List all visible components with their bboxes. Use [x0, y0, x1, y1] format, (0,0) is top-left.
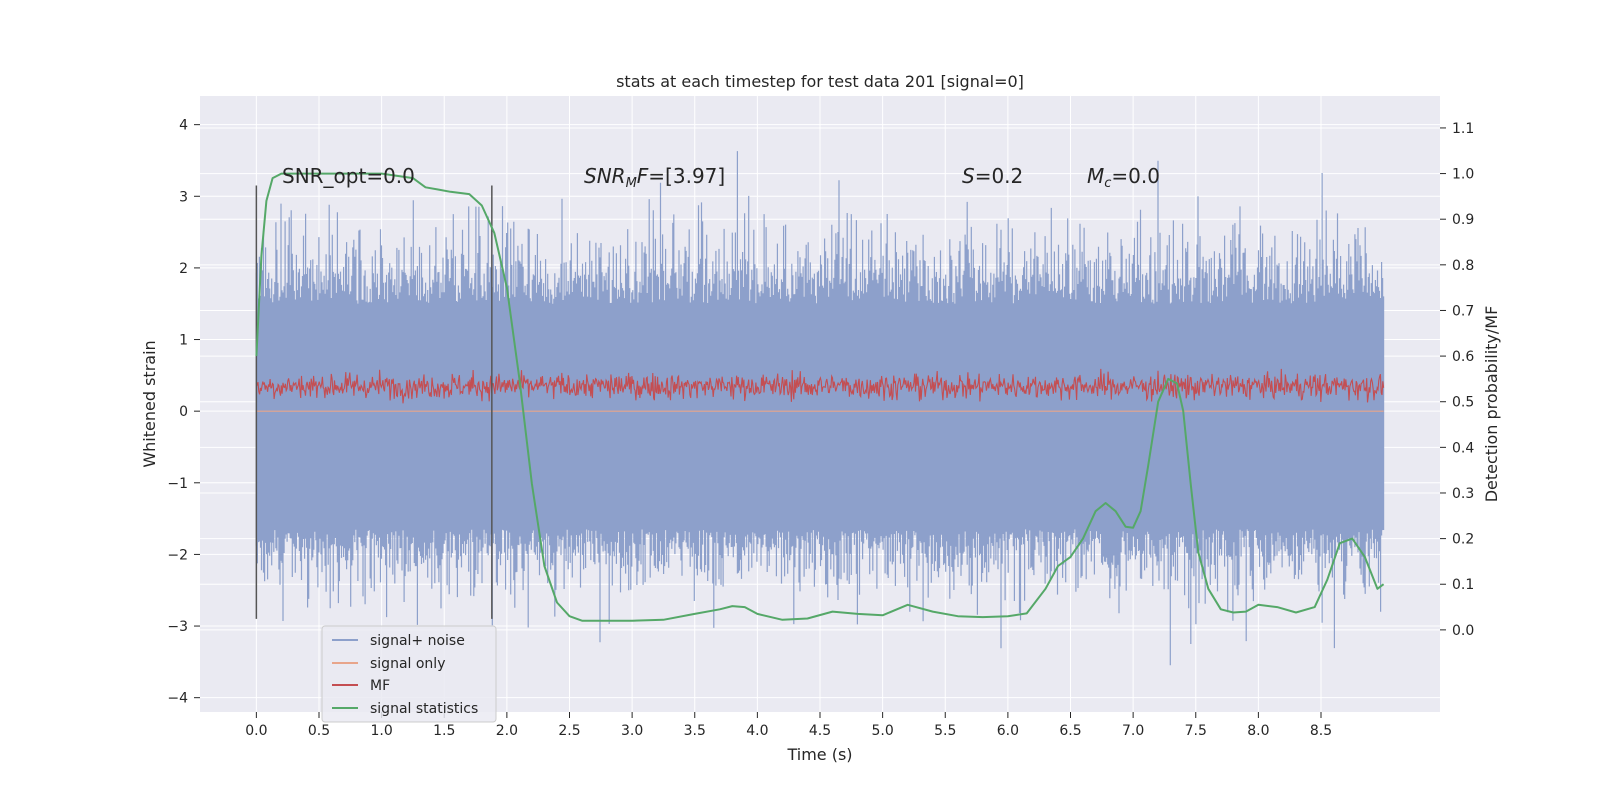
y-right-tick-label: 0.8 [1452, 258, 1474, 274]
x-tick-label: 6.0 [997, 723, 1019, 739]
y-right-tick-label: 0.5 [1452, 395, 1474, 411]
y-left-tick-label: 1 [179, 333, 188, 349]
annotation-mc-sub: c [1104, 176, 1111, 191]
y-left-tick-label: −3 [167, 619, 188, 635]
series-signal-noise [255, 151, 1385, 666]
y-right-tick-label: 0.6 [1452, 349, 1474, 365]
x-tick-label: 8.0 [1247, 723, 1269, 739]
y-right-tick-label: 0.7 [1452, 303, 1474, 319]
y-right-tick-label: 0.0 [1452, 623, 1474, 639]
vertical-markers [255, 185, 493, 619]
legend-label-signal-statistics: signal statistics [370, 701, 478, 717]
y-left-tick-label: 2 [179, 261, 188, 277]
x-tick-label: 5.5 [934, 723, 956, 739]
x-tick-label: 7.0 [1122, 723, 1144, 739]
y-right-tick-label: 1.0 [1452, 167, 1474, 183]
annotation-snr-mf-base: SNR [584, 164, 626, 188]
annotation-snr-mf-f: F [637, 164, 649, 188]
legend-box [321, 625, 497, 723]
y-axis-right-ticks: 1.1 1.0 0.9 0.8 0.7 0.6 0.5 0.4 0.3 0.2 0.1 0.0 [1440, 121, 1474, 639]
x-tick-label: 2.0 [496, 723, 518, 739]
x-tick-label: 1.5 [433, 723, 455, 739]
x-tick-label: 8.5 [1310, 723, 1332, 739]
x-tick-label: 2.5 [558, 723, 580, 739]
x-tick-label: 0.5 [308, 723, 330, 739]
mf-trace [255, 368, 1385, 404]
annotation-snr-mf-value: =[3.97] [648, 164, 725, 188]
x-tick-label: 4.5 [809, 723, 831, 739]
y-left-tick-label: −2 [167, 547, 188, 563]
legend-label-signal-noise: signal+ noise [370, 633, 465, 649]
annotation-snr-mf-sub: M [626, 176, 637, 191]
series-signal-statistics [255, 172, 1385, 622]
y-left-tick-label: 0 [179, 404, 188, 420]
y-left-tick-label: −1 [167, 476, 188, 492]
annotation-s-var: S [962, 164, 975, 188]
y-right-tick-label: 0.9 [1452, 212, 1474, 228]
y-axis-left-ticks: 4 3 2 1 0 −1 −2 −3 −4 [167, 118, 200, 707]
y-left-tick-label: −4 [167, 691, 188, 707]
y-right-tick-label: 0.2 [1452, 532, 1474, 548]
legend-label-mf: MF [370, 678, 390, 694]
y-right-tick-label: 0.4 [1452, 440, 1474, 456]
series-mf [255, 368, 1385, 404]
y-axis-left-label: Whitened strain [140, 340, 159, 467]
signal-statistics-line [255, 172, 1385, 622]
x-axis-ticks: 0.0 0.5 1.0 1.5 2.0 2.5 3.0 3.5 4.0 4.5 5.0 5.5 6.0 6… [245, 712, 1332, 739]
y-right-tick-label: 0.3 [1452, 486, 1474, 502]
legend-label-signal-only: signal only [370, 656, 445, 672]
annotation-s: S=0.2 [962, 164, 1023, 188]
y-left-tick-label: 4 [179, 118, 188, 134]
x-tick-label: 3.5 [684, 723, 706, 739]
annotation-mc: Mc=0.0 [1087, 164, 1160, 191]
x-tick-label: 3.0 [621, 723, 643, 739]
y-right-tick-label: 1.1 [1452, 121, 1474, 137]
annotation-s-value: =0.2 [975, 164, 1024, 188]
x-tick-label: 5.0 [871, 723, 893, 739]
annotation-mc-var: M [1087, 164, 1104, 188]
chart-title: stats at each timestep for test data 201… [616, 72, 1024, 91]
x-tick-label: 4.0 [746, 723, 768, 739]
y-left-tick-label: 3 [179, 189, 188, 205]
y-right-tick-label: 0.1 [1452, 577, 1474, 593]
x-tick-label: 6.5 [1059, 723, 1081, 739]
x-tick-label: 7.5 [1185, 723, 1207, 739]
y-axis-right-label: Detection probability/MF [1482, 306, 1501, 503]
x-axis-label: Time (s) [786, 745, 852, 764]
annotation-mc-value: =0.0 [1111, 164, 1160, 188]
annotation-snr-opt: SNR_opt=0.0 [282, 164, 415, 188]
x-tick-label: 0.0 [245, 723, 267, 739]
x-tick-label: 1.0 [370, 723, 392, 739]
legend: signal+ noise signal only MF signal stat… [321, 625, 497, 723]
annotation-snr-mf: SNRMF=[3.97] [584, 164, 725, 191]
